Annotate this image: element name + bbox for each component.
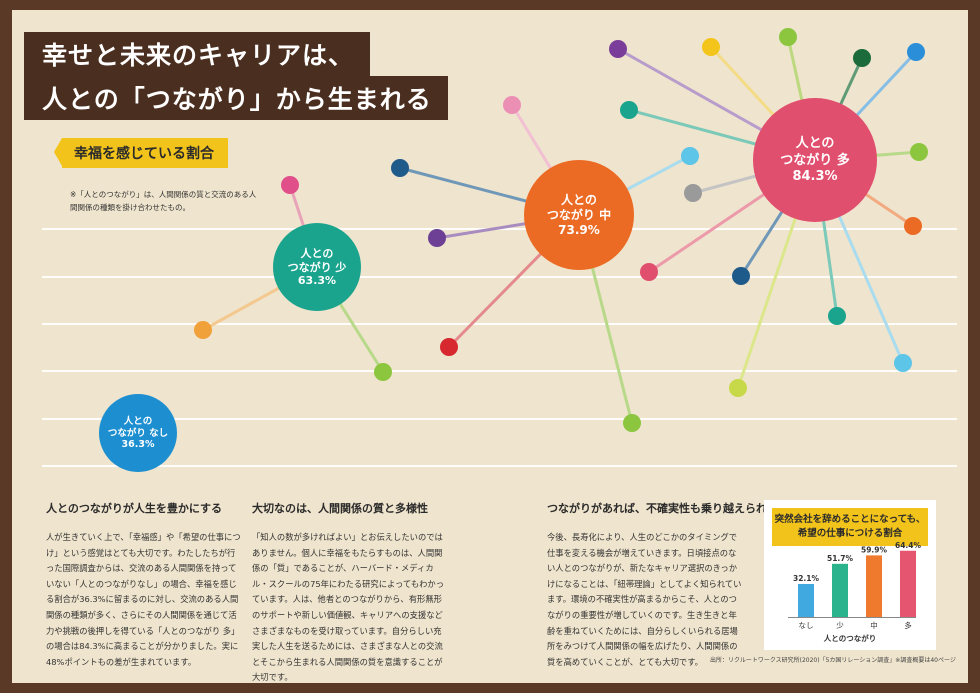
bubble-medium-label-1: 人との [561, 193, 597, 207]
node-dot [281, 176, 299, 194]
node-dot [194, 321, 212, 339]
section-1: 人とのつながりが人生を豊かにする 人が生きていく上で、「幸福感」や「希望の仕事に… [46, 500, 242, 670]
bubble-many: 人との つながり 多 84.3% [753, 98, 877, 222]
section-2: 大切なのは、人間関係の質と多様性 「知人の数が多ければよい」とお伝えしたいのでは… [252, 500, 448, 683]
node-dot [681, 147, 699, 165]
section-1-body: 人が生きていく上で、「幸福感」や「希望の仕事につけ」という感覚はとても大切です。… [46, 532, 241, 667]
node-dot [732, 267, 750, 285]
node-dot [620, 101, 638, 119]
node-dot [910, 143, 928, 161]
category-label: 中 [870, 620, 878, 630]
bar-value-label: 51.7% [827, 554, 854, 563]
source-footnote: 出所：リクルートワークス研究所(2020)「5カ国リレーション調査」※調査概要は… [710, 657, 956, 664]
bar-chart-card: 突然会社を辞めることになっても、希望の仕事につける割合 32.1% なし 51.7%… [764, 500, 936, 650]
section-1-heading: 人とのつながりが人生を豊かにする [46, 502, 222, 515]
node-dot [640, 263, 658, 281]
bubble-many-label-1: 人との [795, 136, 835, 152]
bubble-many-label-2: つながり 多 [780, 152, 850, 168]
background-line [42, 465, 957, 467]
node-dot [391, 159, 409, 177]
bubble-none-label-1: 人との [123, 415, 153, 427]
node-dot [729, 379, 747, 397]
node-dot [623, 414, 641, 432]
bar-2 [866, 555, 882, 617]
section-2-heading: 大切なのは、人間関係の質と多様性 [252, 502, 428, 515]
bubble-none-label-2: つながり なし [107, 427, 169, 439]
bubble-many-percent: 84.3% [792, 168, 838, 184]
title-line-2: 人との「つながり」から生まれる [24, 76, 448, 120]
background-line [42, 370, 957, 372]
node-dot [440, 338, 458, 356]
bar-value-label: 64.4% [895, 541, 922, 550]
section-3: つながりがあれば、不確実性も乗り越えられる 今後、長寿化により、人生のどこかのタ… [547, 500, 778, 670]
category-label: 少 [836, 621, 844, 630]
bar-0 [798, 583, 814, 617]
node-dot [904, 217, 922, 235]
x-axis-title: 人とのつながり [824, 633, 876, 643]
node-dot [503, 96, 521, 114]
category-label: なし [799, 621, 814, 630]
bubble-medium: 人との つながり 中 73.9% [524, 160, 634, 270]
node-dot [428, 229, 446, 247]
node-dot [374, 363, 392, 381]
footnote-definition: ※「人とのつながり」は、人間関係の質と交流のある人間関係の種類を掛け合わせたもの… [70, 190, 257, 212]
section-2-body: 「知人の数が多ければよい」とお伝えしたいのではありません。個人に幸福をもたらすも… [252, 532, 445, 683]
bubble-none: 人との つながり なし 36.3% [99, 394, 177, 472]
node-dot [684, 184, 702, 202]
bubble-few-label-2: つながり 少 [287, 260, 347, 274]
node-dot [609, 40, 627, 58]
bar-value-label: 32.1% [793, 574, 820, 583]
background-line [42, 276, 957, 278]
subtitle-badge: 幸福を感じている割合 [54, 138, 228, 168]
node-dot [853, 49, 871, 67]
category-label: 多 [904, 620, 912, 630]
page: 幸せと未来のキャリアは、 人との「つながり」から生まれる 幸福を感じている割合 … [12, 10, 968, 683]
section-3-body: 今後、長寿化により、人生のどこかのタイミングで仕事を変える機会が増えていきます。… [547, 532, 742, 667]
node-dot [894, 354, 912, 372]
bar-value-label: 59.9% [861, 545, 888, 554]
node-dot [828, 307, 846, 325]
node-dot [907, 43, 925, 61]
bubble-few-label-1: 人との [300, 246, 334, 260]
bubble-few-percent: 63.3% [297, 274, 337, 288]
chart-title: 突然会社を辞めることになっても、希望の仕事につける割合 [772, 508, 928, 546]
bubble-none-percent: 36.3% [121, 439, 155, 451]
node-dot [779, 28, 797, 46]
title-line-1: 幸せと未来のキャリアは、 [24, 32, 371, 76]
background-line [42, 323, 957, 325]
section-3-heading: つながりがあれば、不確実性も乗り越えられる [547, 502, 778, 515]
bar-3 [900, 550, 916, 617]
background-line [42, 418, 957, 420]
node-dot [702, 38, 720, 56]
bubble-few: 人との つながり 少 63.3% [273, 223, 361, 311]
bar-1 [832, 563, 848, 617]
bubble-medium-label-2: つながり 中 [546, 208, 612, 222]
bubble-medium-percent: 73.9% [558, 223, 600, 237]
